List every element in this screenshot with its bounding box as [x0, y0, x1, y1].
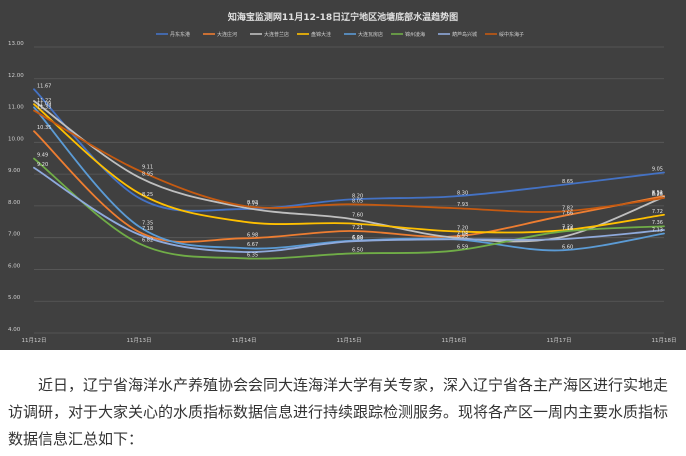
article-paragraph: 近日，辽宁省海洋水产养殖协会会同大连海洋大学有关专家，深入辽宁省各主产海区进行实… [8, 376, 669, 448]
data-label: 9.11 [142, 165, 153, 171]
legend-entry: 大连瓦房店 [358, 31, 383, 38]
y-tick-label: 11.00 [8, 105, 24, 111]
y-tick-label: 4.00 [8, 327, 21, 333]
chart-legend: 丹东东港 大连庄河 大连普兰店 盘锦大洼 大连瓦房店 锦州凌海 葫芦岛兴城 绥中东海子 [156, 31, 524, 38]
legend-entry: 丹东东港 [170, 31, 190, 38]
data-label: 8.25 [142, 192, 153, 198]
legend-entry: 大连普兰店 [264, 31, 289, 38]
data-label: 6.90 [352, 235, 363, 241]
data-label: 7.21 [352, 225, 363, 231]
data-label: 8.20 [352, 194, 363, 200]
y-tick-label: 7.00 [8, 232, 21, 238]
data-label: 7.20 [457, 225, 468, 231]
data-label: 11.09 [37, 101, 51, 107]
data-label: 7.93 [457, 202, 468, 208]
y-tick-label: 8.00 [8, 200, 21, 206]
data-label: 7.72 [652, 209, 663, 215]
data-label: 10.35 [37, 125, 51, 131]
y-tick-label: 12.00 [8, 73, 24, 79]
data-label: 8.05 [352, 198, 363, 204]
data-label: 6.50 [352, 248, 363, 254]
chart-gridlines [34, 46, 664, 334]
data-label: 7.18 [142, 226, 153, 232]
data-label: 6.82 [142, 237, 153, 243]
data-label: 6.60 [562, 244, 573, 250]
x-tick-label: 11月13日 [127, 337, 152, 344]
legend-entry: 盘锦大洼 [311, 31, 331, 38]
series-line-5 [33, 157, 665, 260]
x-tick-label: 11月14日 [232, 337, 257, 344]
data-label: 6.67 [247, 242, 258, 248]
data-label: 8.02 [247, 200, 258, 206]
x-tick-label: 11月15日 [337, 337, 362, 344]
data-label: 8.65 [562, 179, 573, 185]
chart-title: 知海宝监测网11月12-18日辽宁地区池塘底部水温趋势图 [227, 11, 458, 23]
data-label: 6.95 [457, 233, 468, 239]
legend-entry: 绥中东海子 [499, 31, 524, 38]
data-label: 6.98 [247, 232, 258, 238]
data-label: 7.79 [247, 201, 258, 207]
data-label: 9.20 [37, 162, 48, 168]
data-label: 7.13 [652, 228, 663, 234]
data-label: 7.60 [352, 213, 363, 219]
y-tick-label: 5.00 [8, 295, 21, 301]
data-label: 7.18 [562, 226, 573, 232]
data-label: 8.95 [142, 171, 153, 177]
data-label: 7.36 [652, 220, 663, 226]
chart-background [0, 0, 686, 350]
data-label: 8.25 [652, 192, 663, 198]
series-line-1 [33, 130, 665, 243]
y-axis: 4.00 5.00 6.00 7.00 8.00 9.00 10.00 11.00 12.00 1… [8, 41, 24, 333]
series-line-3 [33, 103, 665, 234]
series-line-7 [33, 109, 665, 213]
x-tick-label: 11月18日 [652, 337, 677, 344]
data-label: 9.49 [37, 153, 48, 159]
x-tick-label: 11月12日 [22, 337, 47, 344]
data-label: 8.30 [457, 190, 468, 196]
legend-entry: 锦州凌海 [405, 31, 425, 38]
series-line-6 [33, 166, 665, 253]
data-label: 7.66 [562, 211, 573, 217]
chart-container: 知海宝监测网11月12-18日辽宁地区池塘底部水温趋势图 丹东东港 大连庄河 大连普… [0, 0, 686, 350]
data-label: 7.04 [457, 230, 468, 236]
y-tick-label: 13.00 [8, 41, 24, 47]
legend-entry: 葫芦岛兴城 [452, 31, 477, 38]
data-label: 9.05 [652, 167, 663, 173]
data-label: 7.82 [562, 206, 573, 212]
y-tick-label: 9.00 [8, 168, 21, 174]
data-label: 6.88 [352, 235, 363, 241]
data-label: 8.28 [652, 191, 663, 197]
data-label: 11.33 [37, 105, 51, 111]
water-temperature-line-chart: 知海宝监测网11月12-18日辽宁地区池塘底部水温趋势图 丹东东港 大连庄河 大连普… [0, 0, 686, 350]
data-label: 11.67 [37, 83, 51, 89]
data-label: 6.35 [247, 252, 258, 258]
chart-series-lines [33, 88, 665, 260]
data-label: 8.51 [652, 190, 663, 196]
data-label: 7.35 [142, 221, 153, 227]
series-line-2 [33, 100, 665, 243]
y-tick-label: 6.00 [8, 263, 21, 269]
x-axis: 11月12日 11月13日 11月14日 11月15日 11月16日 11月17日 11月1… [22, 337, 677, 344]
data-label: 11.22 [37, 98, 51, 104]
x-tick-label: 11月16日 [442, 337, 467, 344]
x-tick-label: 11月17日 [547, 337, 572, 344]
data-label: 7.22 [562, 225, 573, 231]
series-line-0 [33, 88, 665, 212]
legend-entry: 大连庄河 [217, 31, 237, 38]
y-tick-label: 10.00 [8, 136, 24, 142]
data-label: 6.59 [457, 245, 468, 251]
